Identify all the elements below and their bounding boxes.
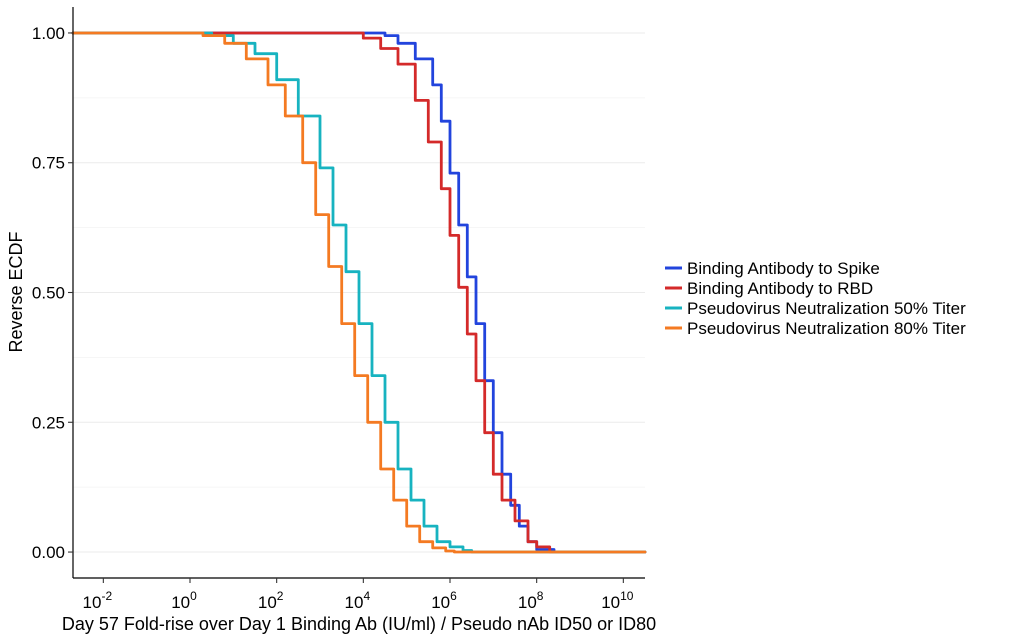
y-tick-label: 0.25 [32, 413, 65, 432]
x-axis-title: Day 57 Fold-rise over Day 1 Binding Ab (… [62, 614, 656, 634]
x-tick-label: 104 [345, 589, 371, 612]
series-line-4 [71, 31, 647, 554]
y-axis-ticks: 0.00 0.25 0.50 0.75 1.00 [32, 24, 73, 562]
legend-label-3: Pseudovirus Neutralization 50% Titer [687, 299, 966, 318]
series-line-3 [71, 31, 647, 554]
x-tick-label: 108 [518, 589, 544, 612]
x-tick-label: 106 [431, 589, 457, 612]
x-tick-label: 10-2 [83, 589, 113, 612]
legend-label-1: Binding Antibody to Spike [687, 259, 880, 278]
series-line-2 [71, 31, 647, 554]
y-tick-label: 0.50 [32, 284, 65, 303]
x-axis-ticks: 10-2 100 102 104 106 108 1010 [83, 578, 634, 612]
legend-label-2: Binding Antibody to RBD [687, 279, 873, 298]
y-axis-title: Reverse ECDF [6, 231, 26, 352]
y-tick-label: 0.75 [32, 154, 65, 173]
x-tick-label: 100 [171, 589, 197, 612]
y-tick-label: 0.00 [32, 543, 65, 562]
x-tick-label: 1010 [601, 589, 634, 612]
y-tick-label: 1.00 [32, 24, 65, 43]
legend-label-4: Pseudovirus Neutralization 80% Titer [687, 319, 966, 338]
x-tick-label: 102 [258, 589, 284, 612]
series-lines [71, 31, 647, 554]
